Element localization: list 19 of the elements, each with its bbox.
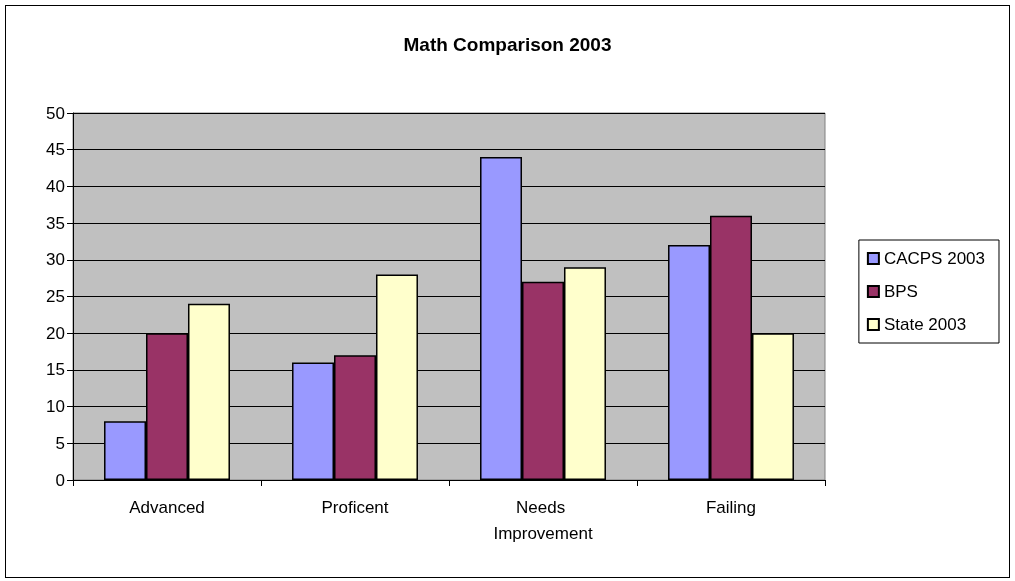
y-tick-label: 15 [46,360,65,380]
x-tick-label: Needs Improvement [493,497,593,543]
y-tick-label: 10 [46,397,65,417]
y-tick-label: 50 [46,103,65,123]
y-tick-label: 5 [55,433,65,453]
y-tick-label: 45 [46,140,65,160]
legend-label: BPS [883,282,918,301]
y-tick-label: 30 [46,250,65,270]
chart-title: Math Comparison 2003 [403,34,612,55]
y-tick-label: 35 [46,213,65,233]
y-tick-label: 25 [46,287,65,306]
x-tick-label: Advanced [129,497,205,517]
y-tick-label: 40 [46,176,65,196]
legend-label: State 2003 [883,315,967,334]
y-tick-label: 0 [55,470,65,490]
y-tick-label: 20 [46,323,65,343]
x-tick-label: Proficent [321,497,389,517]
legend-label: CACPS 2003 [883,249,986,268]
x-tick-label: Failing [705,497,757,517]
